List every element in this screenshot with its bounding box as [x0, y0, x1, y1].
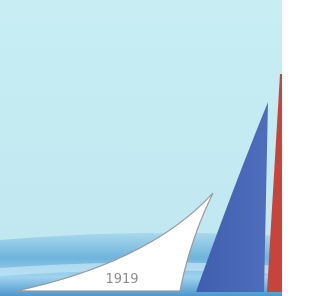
- sail-label: 1919: [105, 272, 138, 287]
- scene: 1919: [0, 0, 282, 296]
- page: 1919 (() => { const data = JSON.parse(do…: [0, 0, 282, 296]
